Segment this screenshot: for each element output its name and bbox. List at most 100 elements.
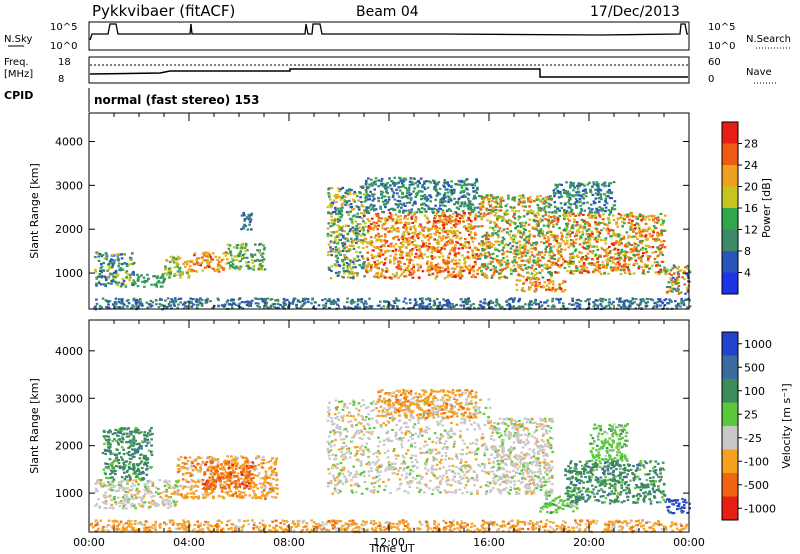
power-cell	[380, 307, 383, 310]
power-cell	[345, 211, 349, 214]
power-cell	[530, 212, 534, 215]
power-cell	[661, 253, 665, 257]
power-cell	[619, 252, 622, 255]
power-cell	[571, 300, 574, 303]
power-cell	[548, 254, 551, 257]
power-cell	[112, 271, 116, 274]
power-cell	[632, 272, 636, 275]
power-cell	[451, 275, 455, 278]
power-cell	[370, 217, 374, 220]
power-cell	[324, 302, 328, 305]
power-cell	[521, 259, 524, 262]
power-cell	[394, 182, 398, 185]
power-cell	[365, 270, 368, 273]
power-cell	[617, 212, 621, 215]
power-cell	[140, 304, 144, 307]
power-cell	[169, 272, 172, 275]
velocity-cell	[130, 502, 134, 506]
power-cell	[596, 248, 600, 251]
power-cell	[368, 305, 372, 308]
power-cell	[626, 266, 630, 269]
power-cell	[389, 261, 392, 264]
power-cell	[391, 250, 395, 253]
power-cell	[509, 247, 513, 250]
power-cell	[452, 232, 456, 235]
power-cell	[496, 217, 499, 220]
power-cell	[200, 299, 204, 302]
power-cell	[377, 232, 380, 235]
power-cell	[623, 222, 626, 225]
power-cell	[460, 201, 463, 204]
power-cell	[504, 204, 508, 207]
power-cell	[189, 265, 192, 268]
power-cell	[591, 185, 594, 188]
power-cell	[567, 261, 570, 264]
velocity-cell	[125, 500, 128, 503]
power-cell	[508, 298, 512, 301]
power-cell	[413, 187, 416, 190]
power-cell	[496, 202, 500, 205]
power-cell	[590, 245, 594, 248]
power-cell	[401, 185, 405, 188]
power-cell	[517, 210, 521, 213]
power-cell	[558, 209, 561, 212]
power-cell	[423, 198, 427, 201]
power-cell	[433, 301, 437, 304]
power-cell	[351, 222, 354, 225]
power-cell	[361, 186, 364, 189]
power-cell	[430, 263, 433, 267]
power-cell	[600, 183, 604, 186]
power-cell	[567, 246, 570, 249]
power-cell	[346, 193, 350, 196]
power-cell	[216, 258, 219, 262]
power-cell	[517, 203, 521, 206]
power-cell	[114, 273, 118, 276]
nsky-ytick-top: 10^5	[50, 22, 77, 33]
power-cell	[361, 226, 365, 229]
power-cell	[635, 232, 638, 235]
power-cell	[445, 223, 448, 226]
power-cell	[557, 246, 561, 249]
power-cell	[608, 245, 611, 249]
power-cell	[394, 275, 397, 278]
power-cell	[421, 202, 425, 205]
power-cell	[607, 195, 610, 198]
power-cell	[385, 267, 388, 270]
power-cell	[337, 234, 341, 237]
power-cell	[436, 229, 439, 232]
power-cell	[556, 287, 560, 290]
power-cell	[538, 259, 542, 262]
power-cell	[648, 232, 651, 235]
power-cell	[343, 254, 347, 257]
power-cell	[347, 248, 351, 251]
power-cell	[522, 233, 525, 236]
power-cell	[188, 268, 191, 271]
power-cell	[419, 303, 422, 306]
power-cell	[468, 300, 471, 303]
power-cell	[234, 255, 237, 258]
power-cell	[472, 197, 475, 200]
power-cell	[383, 262, 387, 265]
power-cell	[575, 305, 579, 308]
power-cell	[186, 305, 190, 308]
power-cell	[530, 282, 534, 285]
power-cell	[477, 307, 480, 310]
power-cell	[117, 259, 120, 262]
power-cell	[473, 184, 476, 187]
power-cell	[517, 215, 521, 218]
power-cell	[374, 208, 378, 211]
power-cell	[528, 210, 531, 214]
power-cell	[261, 264, 264, 268]
power-cell	[387, 230, 390, 233]
velocity-cell	[139, 479, 142, 482]
power-cell	[669, 300, 672, 303]
power-cell	[657, 254, 660, 257]
power-cell	[374, 263, 377, 266]
power-cell	[164, 299, 167, 302]
power-cell	[426, 260, 429, 263]
power-cell	[511, 221, 514, 224]
power-cell	[637, 227, 641, 230]
power-cell	[547, 239, 550, 242]
power-cell	[347, 213, 351, 216]
power-cell	[291, 302, 295, 305]
